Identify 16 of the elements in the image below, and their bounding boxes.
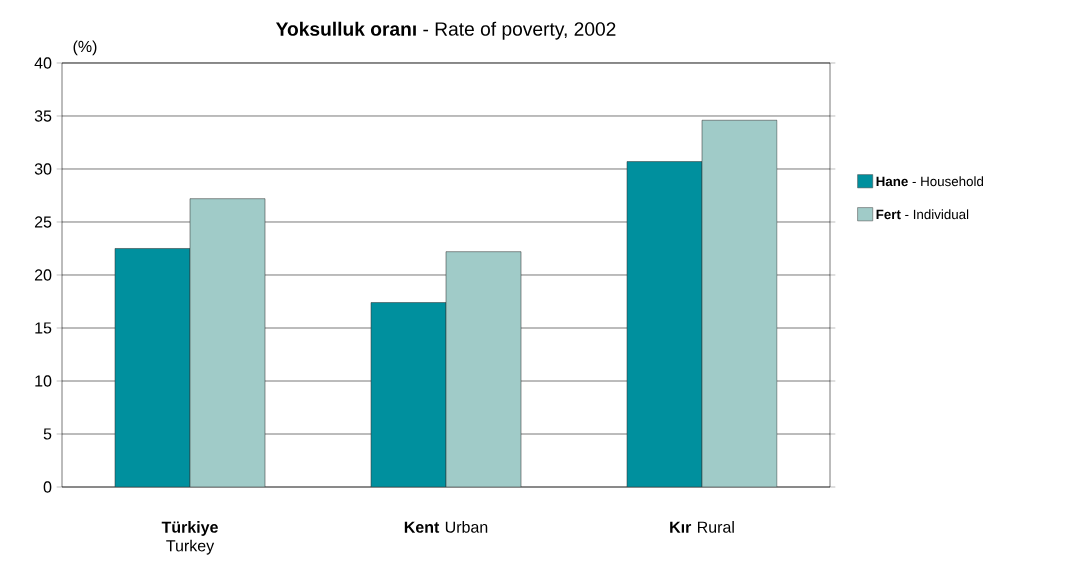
x-tick-label: Kent Urban bbox=[404, 521, 488, 533]
y-tick-label: 15 bbox=[35, 322, 52, 334]
x-tick-label: Kır Rural bbox=[670, 521, 734, 533]
legend-label: Hane - Household bbox=[876, 176, 984, 187]
chart-title: Yoksulluk oranı - Rate of poverty, 2002 bbox=[275, 21, 616, 40]
y-tick-label: 25 bbox=[34, 216, 52, 228]
y-tick-label: 30 bbox=[34, 163, 52, 175]
y-tick-label: 5 bbox=[43, 428, 52, 440]
x-tick-label: Türkiye Turkey bbox=[161, 521, 218, 555]
y-tick-label: 35 bbox=[34, 110, 52, 122]
legend-label: Fert - Individual bbox=[876, 209, 969, 220]
y-tick-label: 10 bbox=[35, 375, 52, 387]
y-tick-label: 40 bbox=[34, 57, 52, 69]
y-tick-label: 20 bbox=[34, 269, 52, 281]
y-tick-label: 0 bbox=[43, 481, 52, 493]
y-axis-title: (%) bbox=[73, 40, 97, 56]
